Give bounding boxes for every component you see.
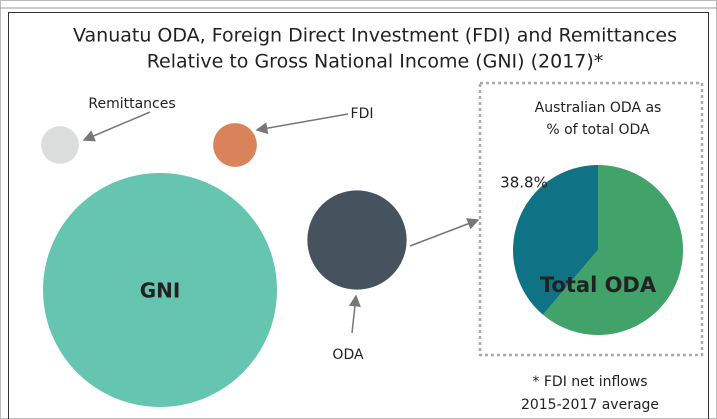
bubble [213,123,257,167]
bubble-label: GNI [140,279,181,303]
pie-title: Australian ODA as [535,100,662,116]
bubble [41,126,79,164]
bubble-label: ODA [332,347,364,363]
footnote: * FDI net inflows [532,374,647,390]
chart-title: Relative to Gross National Income (GNI) … [147,51,604,73]
pie-slice [513,165,598,315]
value-label: 38.8% [500,174,548,192]
pie-title: % of total ODA [546,122,650,138]
footnote: 2015-2017 average [521,397,659,413]
bubble [43,173,277,407]
pie-box [478,81,704,357]
bubble-label: FDI [351,106,374,122]
pie-slice [543,165,684,336]
chart-title: Vanuatu ODA, Foreign Direct Investment (… [73,25,677,47]
bubble-label: Remittances [88,96,175,112]
panel [8,12,709,419]
arrows [82,111,480,334]
pie-center-label: Total ODA [540,273,657,297]
bubble [307,190,407,290]
